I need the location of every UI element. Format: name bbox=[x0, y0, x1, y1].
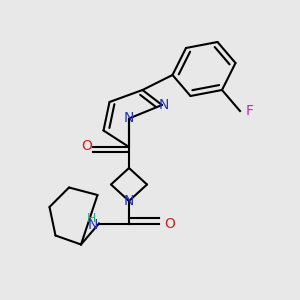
Text: H: H bbox=[87, 212, 97, 225]
Text: O: O bbox=[164, 217, 175, 230]
Text: N: N bbox=[124, 112, 134, 125]
Text: O: O bbox=[81, 139, 92, 152]
Text: N: N bbox=[158, 98, 169, 112]
Text: F: F bbox=[245, 104, 253, 118]
Text: N: N bbox=[88, 218, 98, 232]
Text: N: N bbox=[124, 194, 134, 208]
